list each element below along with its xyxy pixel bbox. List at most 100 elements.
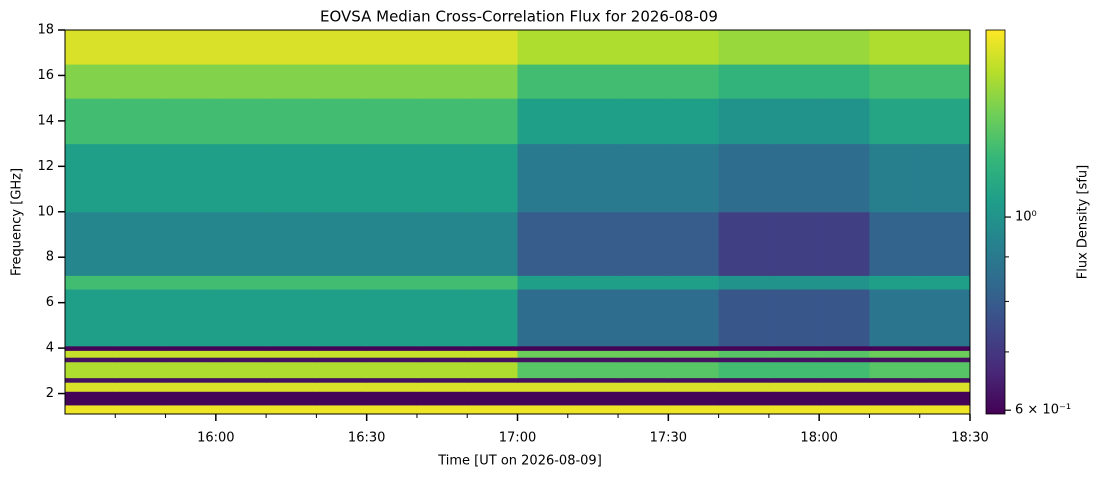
heatmap-cell bbox=[919, 275, 971, 290]
heatmap-cell bbox=[366, 64, 418, 99]
heatmap-cell bbox=[567, 211, 619, 276]
heatmap-cell bbox=[266, 357, 317, 363]
heatmap-cell bbox=[768, 404, 820, 415]
heatmap-cell bbox=[718, 289, 770, 347]
heatmap-cell bbox=[366, 30, 418, 65]
heatmap-cell bbox=[165, 143, 217, 213]
heatmap-cell bbox=[869, 377, 921, 383]
y-tick-label: 16 bbox=[37, 68, 54, 83]
heatmap-cell bbox=[869, 30, 921, 65]
heatmap-cell bbox=[215, 350, 267, 358]
heatmap-cell bbox=[366, 391, 418, 406]
colorbar bbox=[985, 29, 1006, 415]
heatmap-cell bbox=[819, 357, 870, 363]
heatmap-cell bbox=[316, 64, 368, 99]
heatmap-cell bbox=[65, 98, 116, 145]
heatmap-cell bbox=[768, 289, 820, 347]
heatmap-cell bbox=[366, 211, 418, 276]
heatmap-cell bbox=[316, 391, 368, 406]
heatmap-cell bbox=[869, 357, 921, 363]
heatmap-cell bbox=[768, 275, 820, 290]
heatmap-cell bbox=[567, 404, 619, 415]
heatmap-cell bbox=[316, 345, 368, 351]
heatmap-cell bbox=[819, 350, 870, 358]
heatmap-cell bbox=[266, 211, 317, 276]
colorbar-tick-label: 6 × 10⁻¹ bbox=[1015, 403, 1071, 418]
heatmap-cell bbox=[718, 350, 770, 358]
heatmap-cell bbox=[517, 64, 569, 99]
heatmap-cell bbox=[919, 357, 971, 363]
heatmap-cell bbox=[165, 361, 217, 379]
heatmap-cell bbox=[215, 30, 267, 65]
heatmap-cell bbox=[768, 382, 820, 392]
heatmap-cell bbox=[416, 382, 468, 392]
heatmap-cell bbox=[165, 289, 217, 347]
heatmap-cell bbox=[869, 98, 921, 145]
heatmap-cell bbox=[919, 30, 971, 65]
y-tick-label: 14 bbox=[37, 113, 54, 128]
heatmap-cell bbox=[165, 391, 217, 406]
heatmap-cell bbox=[215, 289, 267, 347]
heatmap-cell bbox=[668, 275, 720, 290]
heatmap-cell bbox=[467, 275, 518, 290]
heatmap-cell bbox=[366, 357, 418, 363]
heatmap-cell bbox=[416, 404, 468, 415]
heatmap-cell bbox=[768, 391, 820, 406]
heatmap-cell bbox=[718, 64, 770, 99]
heatmap-cell bbox=[416, 357, 468, 363]
heatmap-cell bbox=[316, 377, 368, 383]
heatmap-cell bbox=[266, 275, 317, 290]
heatmap-cell bbox=[467, 382, 518, 392]
heatmap-cell bbox=[215, 404, 267, 415]
heatmap-cell bbox=[819, 289, 870, 347]
heatmap-cell bbox=[366, 404, 418, 415]
heatmap-cell bbox=[567, 275, 619, 290]
heatmap-cell bbox=[366, 377, 418, 383]
heatmap-cell bbox=[316, 275, 368, 290]
heatmap-cell bbox=[165, 30, 217, 65]
heatmap-cell bbox=[517, 377, 569, 383]
heatmap-cell bbox=[65, 211, 116, 276]
y-tick-label: 18 bbox=[37, 23, 54, 38]
heatmap-cell bbox=[567, 377, 619, 383]
heatmap-cell bbox=[165, 350, 217, 358]
heatmap-cell bbox=[467, 350, 518, 358]
heatmap-cell bbox=[366, 275, 418, 290]
heatmap-cell bbox=[115, 289, 167, 347]
heatmap-cell bbox=[919, 345, 971, 351]
heatmap-cell bbox=[618, 350, 669, 358]
y-tick-label: 6 bbox=[46, 295, 54, 310]
heatmap-cell bbox=[718, 30, 770, 65]
heatmap-cell bbox=[65, 275, 116, 290]
heatmap-cell bbox=[668, 98, 720, 145]
heatmap-cell bbox=[266, 143, 317, 213]
heatmap-cell bbox=[768, 345, 820, 351]
y-tick-label: 8 bbox=[46, 250, 54, 265]
heatmap-cell bbox=[467, 404, 518, 415]
x-tick-label: 16:30 bbox=[348, 431, 385, 446]
heatmap-cell bbox=[115, 382, 167, 392]
heatmap-cell bbox=[165, 404, 217, 415]
heatmap-cell bbox=[567, 357, 619, 363]
colorbar-label: Flux Density [sfu] bbox=[1076, 165, 1091, 279]
heatmap-cell bbox=[115, 391, 167, 406]
heatmap-cell bbox=[215, 382, 267, 392]
heatmap-cell bbox=[919, 361, 971, 379]
heatmap-cell bbox=[165, 211, 217, 276]
heatmap-cell bbox=[65, 404, 116, 415]
heatmap-cell bbox=[115, 98, 167, 145]
heatmap-cell bbox=[668, 30, 720, 65]
heatmap-cell bbox=[266, 345, 317, 351]
heatmap-cell bbox=[215, 361, 267, 379]
heatmap-cell bbox=[718, 345, 770, 351]
heatmap-cell bbox=[65, 30, 116, 65]
heatmap-cell bbox=[416, 64, 468, 99]
heatmap-cell bbox=[517, 404, 569, 415]
y-tick-label: 10 bbox=[37, 204, 54, 219]
heatmap-cell bbox=[768, 30, 820, 65]
x-tick-label: 18:30 bbox=[951, 431, 988, 446]
y-tick-label: 2 bbox=[46, 386, 54, 401]
heatmap-cell bbox=[768, 98, 820, 145]
heatmap-cell bbox=[718, 377, 770, 383]
heatmap-cell bbox=[517, 289, 569, 347]
